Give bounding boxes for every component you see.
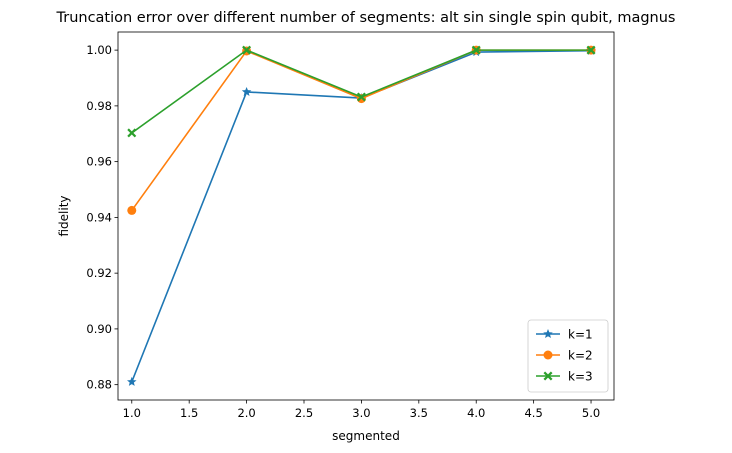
x-axis-label: segmented bbox=[332, 429, 400, 443]
y-tick-label: 0.94 bbox=[86, 210, 112, 224]
y-tick-label: 0.90 bbox=[86, 322, 112, 336]
y-axis-label: fidelity bbox=[57, 195, 71, 236]
x-tick-label: 3.0 bbox=[352, 406, 370, 420]
data-point bbox=[127, 205, 137, 215]
series-k=3 bbox=[127, 45, 596, 138]
data-point bbox=[241, 86, 252, 96]
chart-title: Truncation error over different number o… bbox=[56, 10, 676, 26]
data-point bbox=[586, 45, 596, 55]
x-tick-label: 5.0 bbox=[582, 406, 600, 420]
y-axis: 0.88 0.90 0.92 0.94 0.96 0.98 1.00 bbox=[86, 43, 118, 392]
y-tick-label: 0.98 bbox=[86, 99, 112, 113]
legend-label: k=2 bbox=[568, 349, 593, 363]
legend: k=1 k=2 k=3 bbox=[527, 319, 609, 393]
legend-box bbox=[527, 319, 609, 393]
series-line bbox=[131, 49, 592, 134]
data-point bbox=[356, 92, 366, 102]
y-tick-label: 1.00 bbox=[86, 43, 112, 57]
y-tick-label: 0.96 bbox=[86, 155, 112, 169]
legend-item: k=3 bbox=[536, 370, 593, 384]
series-line bbox=[131, 49, 592, 211]
legend-item: k=2 bbox=[536, 349, 593, 363]
plot-area bbox=[117, 31, 615, 401]
plot-frame bbox=[117, 31, 615, 401]
y-tick-label: 0.92 bbox=[86, 266, 112, 280]
x-axis: 1.0 1.5 2.0 2.5 3.0 3.5 4.0 4.5 5.0 bbox=[123, 400, 600, 420]
x-tick-label: 1.0 bbox=[123, 406, 141, 420]
y-tick-label: 0.88 bbox=[86, 378, 112, 392]
legend-marker bbox=[543, 350, 553, 360]
legend-label: k=1 bbox=[568, 328, 593, 342]
legend-label: k=3 bbox=[568, 370, 593, 384]
x-tick-label: 3.5 bbox=[410, 406, 428, 420]
legend-item: k=1 bbox=[536, 328, 593, 342]
x-tick-label: 2.0 bbox=[237, 406, 255, 420]
series-layer bbox=[127, 45, 596, 386]
data-point bbox=[471, 45, 481, 55]
data-point bbox=[127, 128, 137, 138]
data-point bbox=[242, 45, 252, 55]
x-tick-label: 4.0 bbox=[467, 406, 485, 420]
x-tick-label: 1.5 bbox=[180, 406, 198, 420]
legend-marker bbox=[543, 329, 553, 339]
series-k=2 bbox=[127, 45, 596, 215]
data-point bbox=[127, 376, 137, 386]
legend-marker bbox=[543, 371, 553, 381]
x-tick-label: 4.5 bbox=[524, 406, 542, 420]
x-tick-label: 2.5 bbox=[295, 406, 313, 420]
